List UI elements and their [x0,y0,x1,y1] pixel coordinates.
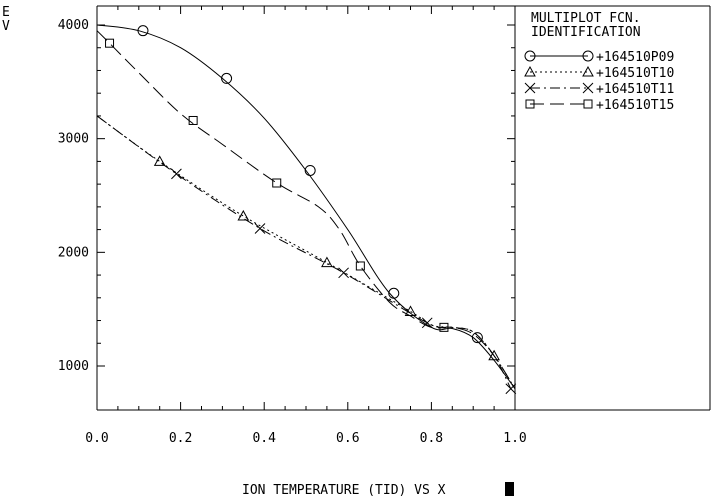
x-tick-label: 0.8 [420,431,443,446]
data-point-circle [221,72,233,84]
legend-marker [583,99,593,109]
data-point-triangle [321,256,333,268]
y-axis-label: EV [2,5,10,34]
data-point-x [505,383,517,395]
legend-entry-label: +164510T10 [596,66,674,81]
legend: MULTIPLOT FCN.IDENTIFICATION+164510P09+1… [524,11,674,113]
series-line [96,115,512,389]
data-point-square [105,38,115,48]
data-point-square [188,115,198,125]
legend-entry-label: +164510T15 [596,98,674,113]
legend-marker [582,65,594,77]
data-point-triangle [488,349,500,361]
data-point-triangle [237,209,250,221]
x-axis-ticks: 0.0 0.2 0.4 0.6 0.8 1.0 [85,6,527,446]
data-point-triangle [404,305,417,316]
data-point-x [171,168,182,180]
legend-marker [524,82,536,94]
legend-marker [582,82,594,94]
data-point-square [439,322,449,332]
legend-entry-label: +164510P09 [596,50,674,65]
y-axis-ticks: 1000 2000 3000 4000 [58,18,515,374]
x-tick-label: 0.6 [336,431,359,446]
data-point-x [421,317,433,329]
x-tick-label: 0.2 [169,431,192,446]
legend-marker [582,50,594,62]
y-tick-label: 2000 [58,245,89,260]
legend-marker [524,65,536,77]
chart-title: ION TEMPERATURE (TID) VS X [242,483,446,498]
x-tick-label: 1.0 [503,431,526,446]
legend-entry-label: +164510T11 [596,82,674,97]
data-point-x [254,223,266,234]
data-point-x [338,267,349,279]
text-cursor [505,482,514,496]
legend-title: MULTIPLOT FCN. [531,11,641,26]
y-tick-label: 4000 [58,18,89,33]
y-tick-label: 1000 [58,359,89,374]
data-point-triangle [153,155,166,166]
series-line [96,24,516,390]
data-point-square [355,261,365,271]
series-markers [105,25,517,395]
x-tick-label: 0.0 [85,431,108,446]
legend-marker [525,99,535,109]
data-point-circle [137,25,149,37]
x-tick-label: 0.4 [252,431,276,446]
plot-frame [96,5,711,411]
series-lines [96,24,516,390]
series-line [96,30,516,390]
data-point-circle [471,332,483,344]
y-axis-label-char: E [2,5,10,20]
y-tick-label: 3000 [58,132,89,147]
data-point-circle [388,287,400,299]
data-point-square [272,178,282,188]
legend-title: IDENTIFICATION [531,25,641,40]
y-axis-label-char: V [2,19,10,34]
legend-marker [524,50,536,62]
data-point-circle [304,164,316,176]
